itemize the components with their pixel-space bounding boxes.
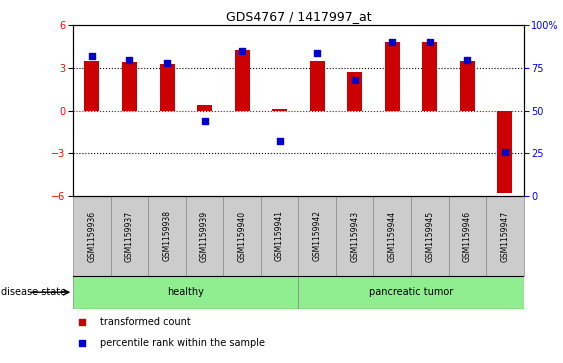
Point — [125, 57, 134, 62]
Text: GSM1159945: GSM1159945 — [425, 211, 434, 261]
Bar — [148, 196, 186, 276]
Text: GSM1159947: GSM1159947 — [501, 211, 510, 261]
Point — [350, 77, 359, 83]
Bar — [261, 196, 298, 276]
Text: GSM1159946: GSM1159946 — [463, 211, 472, 261]
Title: GDS4767 / 1417997_at: GDS4767 / 1417997_at — [226, 10, 371, 23]
Bar — [298, 196, 336, 276]
Bar — [373, 196, 411, 276]
Text: GSM1159941: GSM1159941 — [275, 211, 284, 261]
Bar — [272, 109, 287, 111]
Bar — [411, 196, 449, 276]
Text: GSM1159940: GSM1159940 — [238, 211, 247, 261]
Bar — [197, 105, 212, 111]
Bar — [385, 42, 400, 111]
Text: GSM1159943: GSM1159943 — [350, 211, 359, 261]
Point — [501, 149, 510, 155]
Bar — [336, 196, 373, 276]
Bar — [73, 276, 298, 309]
Text: healthy: healthy — [167, 287, 204, 297]
Point — [425, 40, 434, 45]
Text: percentile rank within the sample: percentile rank within the sample — [100, 338, 265, 347]
Bar — [310, 61, 325, 111]
Bar — [422, 42, 437, 111]
Bar — [460, 61, 475, 111]
Point — [200, 118, 209, 124]
Point — [238, 48, 247, 54]
Bar — [235, 50, 249, 111]
Bar — [111, 196, 148, 276]
Point — [78, 319, 87, 325]
Text: disease state: disease state — [1, 287, 66, 297]
Point — [275, 139, 284, 144]
Bar — [449, 196, 486, 276]
Text: GSM1159938: GSM1159938 — [163, 211, 172, 261]
Text: pancreatic tumor: pancreatic tumor — [369, 287, 453, 297]
Bar — [159, 64, 175, 111]
Bar — [486, 196, 524, 276]
Point — [388, 40, 397, 45]
Text: GSM1159937: GSM1159937 — [125, 211, 134, 261]
Point — [312, 50, 321, 56]
Bar — [186, 196, 224, 276]
Text: transformed count: transformed count — [100, 317, 191, 327]
Text: GSM1159942: GSM1159942 — [312, 211, 321, 261]
Text: GSM1159936: GSM1159936 — [87, 211, 96, 261]
Bar — [73, 196, 111, 276]
Bar — [347, 72, 362, 111]
Text: GSM1159944: GSM1159944 — [388, 211, 397, 261]
Point — [163, 60, 172, 66]
Point — [463, 57, 472, 62]
Bar — [224, 196, 261, 276]
Bar — [497, 111, 512, 193]
Point — [87, 53, 96, 59]
Point — [78, 340, 87, 346]
Bar — [298, 276, 524, 309]
Text: GSM1159939: GSM1159939 — [200, 211, 209, 261]
Bar — [84, 61, 100, 111]
Bar — [122, 62, 137, 111]
